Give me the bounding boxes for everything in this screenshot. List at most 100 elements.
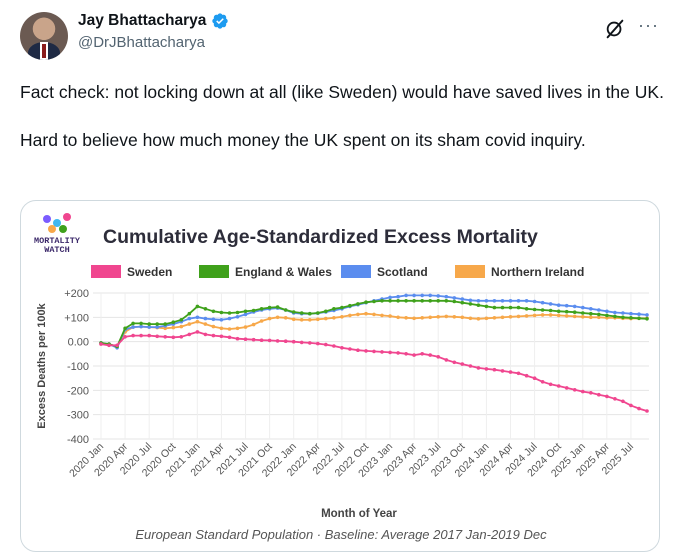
data-point: [524, 299, 529, 303]
data-point: [452, 299, 457, 304]
verified-badge-icon: [212, 13, 229, 29]
data-point: [564, 386, 569, 390]
data-point: [484, 367, 489, 371]
data-point: [291, 317, 296, 322]
data-point: [179, 324, 184, 329]
grok-icon[interactable]: [604, 18, 626, 40]
data-point: [572, 314, 577, 319]
data-point: [227, 311, 232, 315]
logo-dot: [53, 219, 61, 227]
legend-label: Sweden: [127, 265, 172, 279]
data-point: [195, 315, 200, 320]
data-point: [340, 346, 344, 350]
data-point: [259, 319, 264, 323]
data-point: [123, 326, 127, 331]
data-point: [299, 340, 304, 345]
data-point: [179, 335, 184, 339]
data-point: [428, 315, 433, 320]
data-point: [340, 305, 344, 310]
data-point: [243, 312, 248, 317]
data-point: [516, 371, 521, 376]
data-point: [348, 347, 352, 351]
data-point: [171, 335, 176, 340]
data-point: [131, 333, 135, 338]
data-point: [211, 317, 216, 322]
data-point: [613, 397, 617, 401]
data-point: [532, 313, 537, 318]
data-point: [420, 293, 425, 298]
data-point: [508, 370, 513, 374]
data-point: [380, 350, 384, 354]
data-point: [243, 337, 248, 341]
data-point: [219, 318, 224, 322]
data-point: [308, 318, 312, 322]
data-point: [139, 321, 143, 326]
data-point: [428, 293, 433, 298]
data-point: [548, 313, 553, 317]
data-point: [187, 316, 192, 321]
avatar[interactable]: [20, 12, 68, 60]
data-point: [283, 308, 288, 312]
data-point: [605, 309, 609, 314]
logo-line-2: WATCH: [44, 245, 70, 255]
data-point: [283, 339, 288, 343]
data-point: [444, 299, 449, 303]
more-icon[interactable]: ···: [638, 15, 659, 35]
legend-label: Scotland: [377, 265, 428, 279]
data-point: [412, 299, 416, 303]
data-point: [356, 348, 360, 352]
data-point: [581, 389, 585, 394]
data-point: [275, 315, 280, 320]
y-tick-label: +100: [64, 312, 89, 324]
data-point: [211, 333, 216, 338]
data-point: [540, 308, 545, 312]
data-point: [372, 349, 376, 354]
author-name-row: Jay Bhattacharya: [78, 12, 229, 30]
data-point: [428, 299, 433, 303]
data-point: [613, 310, 617, 315]
data-point: [645, 313, 649, 317]
data-point: [316, 341, 320, 346]
data-point: [556, 309, 561, 314]
author-display-name[interactable]: Jay Bhattacharya: [78, 12, 207, 29]
chart-series-lines: [99, 293, 649, 413]
data-point: [396, 299, 400, 303]
chart-image[interactable]: MORTALITY WATCH Cumulative Age-Standardi…: [20, 200, 660, 552]
data-point: [548, 302, 553, 306]
data-point: [243, 309, 248, 314]
data-point: [468, 298, 473, 303]
data-point: [195, 330, 200, 334]
data-point: [187, 322, 192, 326]
data-point: [637, 316, 641, 321]
data-point: [163, 326, 167, 331]
data-point: [324, 316, 328, 321]
author-handle[interactable]: @DrJBhattacharya: [78, 34, 205, 51]
data-point: [219, 310, 224, 315]
data-point: [251, 322, 256, 327]
legend-label: Northern Ireland: [491, 265, 584, 279]
data-point: [460, 297, 465, 301]
chart-title: Cumulative Age-Standardized Excess Morta…: [103, 226, 538, 248]
series-line: [100, 299, 648, 348]
series-line: [100, 330, 648, 412]
data-point: [581, 315, 585, 319]
data-point: [147, 333, 151, 338]
data-point: [428, 353, 433, 357]
data-point: [404, 299, 408, 303]
data-point: [163, 322, 167, 326]
data-point: [396, 315, 400, 320]
data-point: [548, 382, 553, 387]
data-point: [155, 322, 159, 326]
data-point: [163, 335, 167, 339]
data-point: [155, 325, 159, 329]
data-point: [476, 317, 481, 321]
data-point: [380, 313, 384, 318]
data-point: [597, 308, 601, 312]
data-point: [267, 316, 272, 321]
logo-dot: [48, 225, 56, 233]
data-point: [388, 350, 392, 355]
data-point: [187, 311, 192, 316]
data-point: [356, 312, 360, 317]
y-tick-label: -300: [67, 410, 89, 422]
series-northern-ireland: [99, 311, 649, 348]
